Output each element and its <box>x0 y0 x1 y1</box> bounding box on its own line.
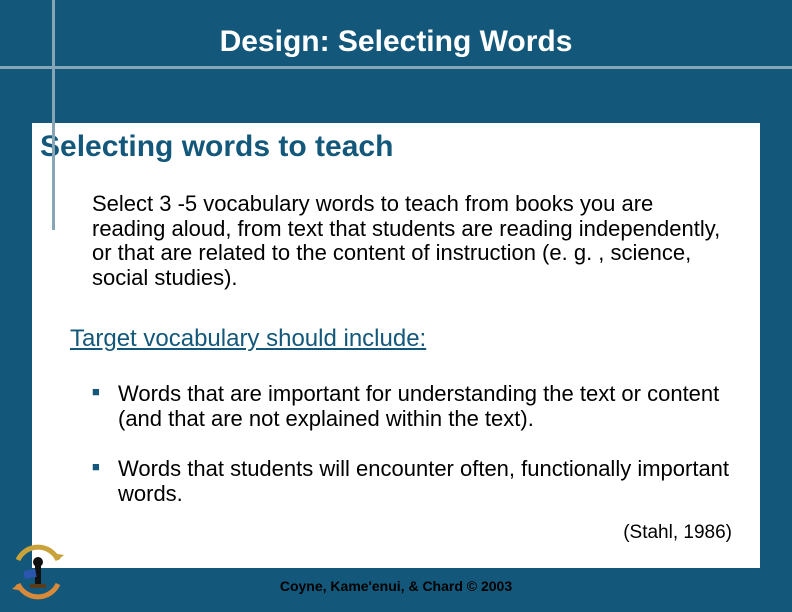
slide-title: Design: Selecting Words <box>0 25 792 59</box>
list-item: Words that students will encounter often… <box>92 457 752 506</box>
intro-paragraph: Select 3 -5 vocabulary words to teach fr… <box>92 192 728 291</box>
citation: (Stahl, 1986) <box>623 522 732 544</box>
horizontal-rule <box>0 66 792 69</box>
page-number: 23 <box>748 577 768 598</box>
target-heading: Target vocabulary should include: <box>70 325 426 353</box>
reader-cycle-icon <box>6 540 70 604</box>
vertical-rule <box>52 0 55 230</box>
content-subtitle: Selecting words to teach <box>40 130 393 164</box>
bullet-list: Words that are important for understandi… <box>92 382 752 533</box>
footer-credit: Coyne, Kame'enui, & Chard © 2003 <box>0 578 792 594</box>
slide: Design: Selecting Words Selecting words … <box>0 0 792 612</box>
slide-header: Design: Selecting Words <box>0 0 792 123</box>
list-item: Words that are important for understandi… <box>92 382 752 431</box>
